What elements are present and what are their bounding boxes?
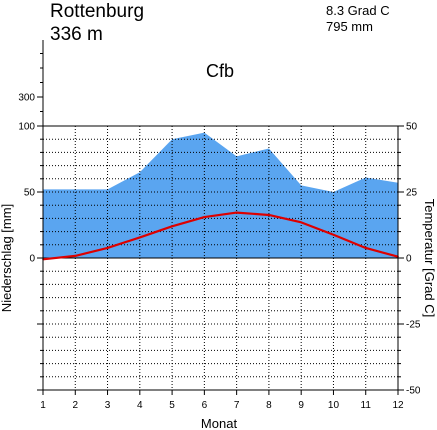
- right-tick-label: 25: [406, 188, 418, 199]
- x-tick-label: 10: [328, 400, 340, 411]
- x-tick-label: 2: [72, 400, 78, 411]
- temperature-point: [268, 214, 270, 216]
- x-tick-label: 11: [361, 400, 372, 411]
- temperature-point: [235, 211, 238, 214]
- temperature-point: [364, 247, 367, 249]
- x-tick-label: 12: [392, 400, 404, 411]
- right-tick-label: -25: [406, 320, 421, 331]
- x-tick-label: 1: [40, 400, 46, 411]
- x-tick-label: 7: [234, 400, 240, 411]
- grid-lines: [43, 126, 398, 390]
- temperature-point: [139, 236, 141, 239]
- left-tick-label: 0: [29, 254, 35, 265]
- temperature-point: [74, 255, 77, 257]
- x-tick-label: 5: [169, 400, 175, 411]
- right-tick-label: 0: [406, 254, 412, 265]
- left-axis-label: Niederschlag [mm]: [0, 204, 14, 312]
- temperature-series: [42, 211, 399, 261]
- precipitation-area-fill: [43, 132, 398, 258]
- x-tick-label: 9: [298, 400, 304, 411]
- temperature-line: [42, 211, 399, 261]
- mean-temperature: 8.3 Grad C: [326, 3, 390, 18]
- left-tick-label: 100: [18, 122, 35, 133]
- temperature-point: [106, 247, 109, 249]
- x-tick-label: 3: [105, 400, 111, 411]
- extended-tick-label: 300: [18, 93, 35, 104]
- right-tick-label: -50: [406, 386, 421, 397]
- right-tick-label: 50: [406, 122, 418, 133]
- x-tick-label: 4: [137, 400, 143, 411]
- station-elevation: 336 m: [50, 24, 103, 45]
- temperature-point: [203, 216, 206, 218]
- left-tick-label: 50: [24, 188, 36, 199]
- x-axis-label: Monat: [201, 416, 238, 430]
- temperature-point: [332, 233, 335, 236]
- annual-precipitation: 795 mm: [326, 19, 373, 34]
- climate-class: Cfb: [206, 61, 234, 81]
- temperature-point: [171, 225, 173, 228]
- precipitation-area: [43, 132, 398, 258]
- tick-marks: [37, 53, 404, 395]
- right-axis-label: Temperatur [Grad C]: [422, 199, 437, 318]
- x-tick-label: 6: [202, 400, 208, 411]
- temperature-point: [300, 221, 302, 224]
- x-tick-label: 8: [266, 400, 272, 411]
- station-name: Rottenburg: [50, 1, 144, 22]
